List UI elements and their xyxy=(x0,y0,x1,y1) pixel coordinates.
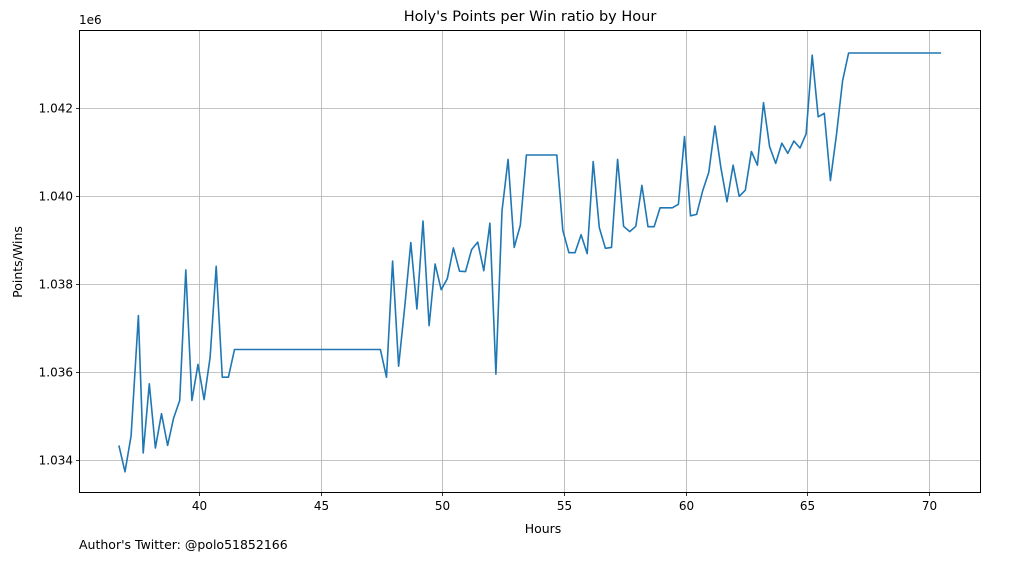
x-tick-label: 70 xyxy=(922,499,937,513)
y-tick-label: 1.038 xyxy=(39,278,73,292)
y-tick-label: 1.036 xyxy=(39,366,73,380)
y-tick-label: 1.040 xyxy=(39,190,73,204)
series-line xyxy=(118,52,942,473)
x-tick-label: 50 xyxy=(435,499,450,513)
x-tick-label: 65 xyxy=(800,499,815,513)
series-layer xyxy=(118,52,942,473)
x-axis-label: Hours xyxy=(525,521,562,536)
x-tick-label: 40 xyxy=(192,499,207,513)
grid-lines xyxy=(80,31,980,492)
y-tick-label: 1.042 xyxy=(39,102,73,116)
axis-ticks: 40 45 50 55 60 65 70 1.034 1.036 1.038 1.040 1.042 xyxy=(39,102,938,514)
y-tick-label: 1.034 xyxy=(39,454,73,468)
plot-frame xyxy=(79,30,981,493)
chart-title: Holy's Points per Win ratio by Hour xyxy=(404,9,657,25)
x-tick-label: 45 xyxy=(314,499,329,513)
y-offset-label: 1e6 xyxy=(79,13,102,27)
y-axis-label: Points/Wins xyxy=(10,226,25,298)
x-tick-label: 60 xyxy=(679,499,694,513)
x-tick-label: 55 xyxy=(557,499,572,513)
author-credit: Author's Twitter: @polo51852166 xyxy=(79,537,288,552)
